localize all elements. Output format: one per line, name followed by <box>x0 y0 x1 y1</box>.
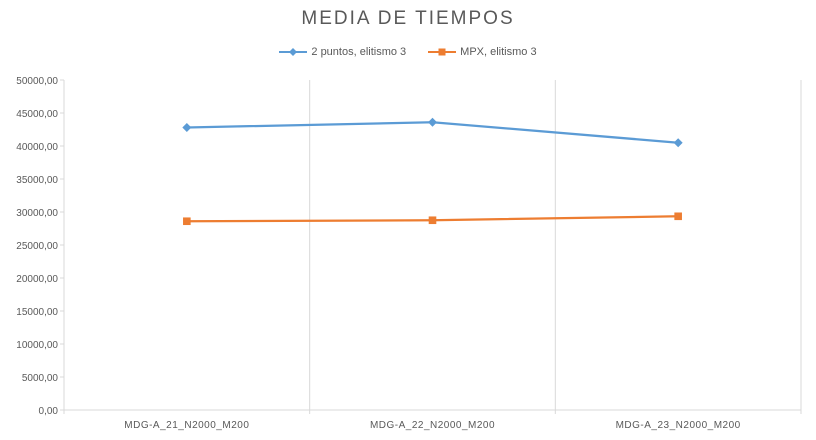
y-tick-label: 25000,00 <box>16 241 58 252</box>
data-point-series-1 <box>428 117 437 127</box>
legend-label-series-2: MPX, elitismo 3 <box>460 46 537 58</box>
legend-item-series-1: 2 puntos, elitismo 3 <box>279 46 406 58</box>
y-tick-label: 20000,00 <box>16 274 58 285</box>
data-point-series-1 <box>182 123 192 133</box>
y-tick-label: 5000,00 <box>22 373 59 384</box>
y-tick-label: 35000,00 <box>16 175 58 186</box>
y-tick-label: 15000,00 <box>16 307 58 318</box>
data-point-series-2 <box>674 212 682 221</box>
y-tick-label: 10000,00 <box>16 340 58 351</box>
legend-label-series-1: 2 puntos, elitismo 3 <box>311 46 407 58</box>
legend-swatch-series-2 <box>428 48 457 56</box>
data-point-series-2 <box>183 217 191 226</box>
chart-title: MEDIA DE TIEMPOS <box>301 8 515 29</box>
legend-swatch-series-1 <box>279 48 308 56</box>
x-tick-label: MDG-A_22_N2000_M200 <box>370 420 495 431</box>
y-tick-label: 40000,00 <box>16 142 58 153</box>
x-tick-label: MDG-A_21_N2000_M200 <box>124 420 249 431</box>
y-tick-label: 30000,00 <box>16 208 58 219</box>
legend: 2 puntos, elitismo 3 MPX, elitismo 3 <box>0 46 816 58</box>
y-tick-label: 0,00 <box>39 406 59 417</box>
y-tick-label: 50000,00 <box>16 76 58 87</box>
y-tick-label: 45000,00 <box>16 109 58 120</box>
data-point-series-1 <box>673 138 683 148</box>
legend-item-series-2: MPX, elitismo 3 <box>428 46 537 58</box>
data-point-series-2 <box>428 216 437 225</box>
x-tick-label: MDG-A_23_N2000_M200 <box>616 420 741 431</box>
